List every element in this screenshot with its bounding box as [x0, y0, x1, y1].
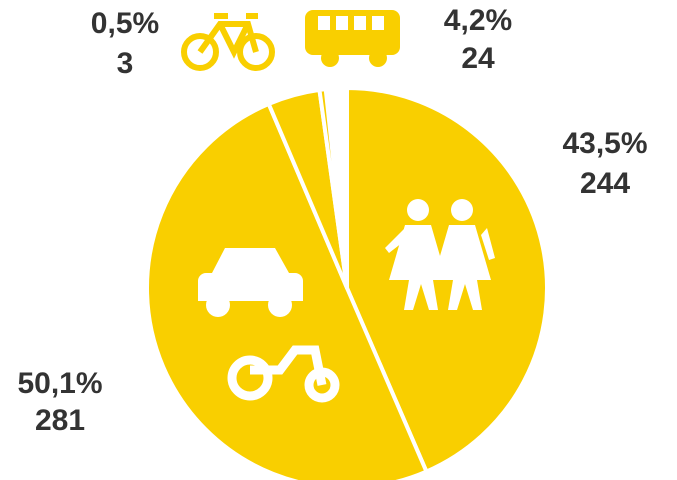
value-label: 4,2% — [444, 4, 512, 37]
bicycle-icon — [181, 13, 275, 71]
bus-icon — [305, 10, 400, 67]
count-label: 24 — [461, 42, 495, 75]
pedestrian-icon — [385, 199, 495, 310]
count-label: 3 — [117, 47, 134, 80]
count-label: 281 — [35, 404, 85, 437]
motorcycle-icon — [227, 345, 340, 403]
pie-slice — [317, 87, 349, 290]
count-label: 244 — [580, 167, 630, 200]
value-label: 0,5% — [91, 7, 159, 40]
value-label: 43,5% — [562, 127, 647, 160]
car-icon — [198, 248, 303, 317]
value-label: 50,1% — [17, 367, 102, 400]
